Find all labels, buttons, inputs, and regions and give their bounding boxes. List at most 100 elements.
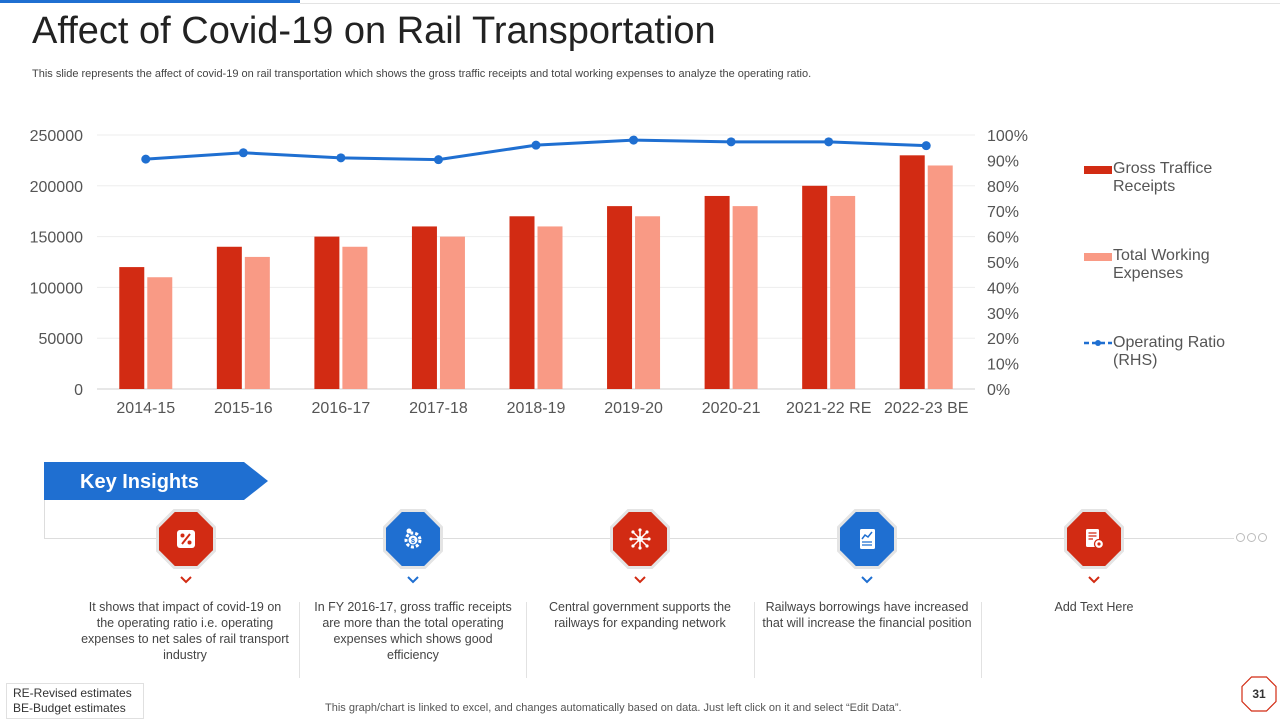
y-right-tick-label: 40% [987, 280, 1019, 297]
chevron-down-icon [1088, 576, 1100, 584]
gear-dollar-icon: $ [404, 528, 422, 549]
bar-working-expenses [537, 226, 563, 389]
insight-1-octagon [159, 512, 213, 566]
chevron-down-icon [407, 576, 419, 584]
bar-working-expenses [927, 165, 953, 389]
y-left-tick-label: 200000 [30, 179, 83, 196]
top-accent-line [0, 0, 300, 3]
insight-4-text: Railways borrowings have increased that … [762, 600, 972, 630]
insight-5-octagon [1067, 512, 1121, 566]
page-title: Affect of Covid-19 on Rail Transportatio… [32, 10, 716, 52]
timeline-dot [1258, 533, 1267, 542]
legend-label: Total Working Expenses [1113, 247, 1210, 282]
insight-2-octagon: $ [386, 512, 440, 566]
timeline-dot [1236, 533, 1245, 542]
insights-vertical-line [44, 500, 45, 538]
y-left-tick-label: 100000 [30, 280, 83, 297]
bar-gross-receipts [802, 185, 828, 389]
insight-3-text: Central government supports the railways… [548, 600, 732, 630]
insight-5-badge [1064, 509, 1124, 569]
point-operating-ratio [433, 155, 443, 165]
bar-gross-receipts [899, 155, 925, 389]
bar-gross-receipts [314, 236, 340, 389]
bar-working-expenses [830, 195, 856, 389]
network-icon [629, 528, 651, 550]
y-left-tick-label: 150000 [30, 230, 83, 247]
financial-report-icon [860, 529, 875, 549]
point-operating-ratio [141, 154, 151, 164]
insight-separator [299, 602, 300, 678]
legend-swatch-gross-receipts [1084, 166, 1112, 174]
abbreviation-notes: RE-Revised estimates BE-Budget estimates [6, 683, 144, 719]
x-tick-label: 2018-19 [507, 400, 566, 417]
insight-separator [754, 602, 755, 678]
y-right-tick-label: 50% [987, 255, 1019, 272]
note-re: RE-Revised estimates [13, 686, 132, 700]
insight-4-octagon [840, 512, 894, 566]
y-right-tick-label: 60% [987, 230, 1019, 247]
y-left-tick-label: 0 [74, 382, 83, 399]
bar-working-expenses [147, 277, 173, 389]
legend-swatch-working-expenses [1084, 253, 1112, 261]
point-operating-ratio [336, 153, 346, 163]
chevron-down-icon [180, 576, 192, 584]
document-gear-icon [1086, 529, 1105, 550]
chevron-down-icon [634, 576, 646, 584]
insight-5-text: Add Text Here [1054, 600, 1134, 614]
y-right-tick-label: 80% [987, 179, 1019, 196]
y-right-tick-label: 70% [987, 204, 1019, 221]
y-right-tick-label: 20% [987, 331, 1019, 348]
legend-label: Operating Ratio (RHS) [1113, 334, 1226, 369]
bar-working-expenses [244, 256, 270, 389]
y-right-tick-label: 100% [987, 128, 1028, 145]
footer-note: This graph/chart is linked to excel, and… [325, 702, 902, 714]
y-right-tick-label: 10% [987, 357, 1019, 374]
insight-4-badge [837, 509, 897, 569]
point-operating-ratio [921, 141, 931, 151]
insight-2-text: In FY 2016-17, gross traffic receipts ar… [314, 600, 512, 662]
x-tick-label: 2021-22 RE [786, 400, 871, 417]
percent-icon [177, 530, 195, 548]
insight-1-text: It shows that impact of covid-19 on the … [81, 600, 289, 662]
key-insights-banner [44, 462, 268, 500]
bar-working-expenses [439, 236, 465, 389]
point-operating-ratio [238, 148, 248, 158]
insight-1-badge [156, 509, 216, 569]
y-right-tick-label: 0% [987, 382, 1010, 399]
chevron-down-icon [861, 576, 873, 584]
insight-separator [981, 602, 982, 678]
x-tick-label: 2015-16 [214, 400, 273, 417]
y-left-tick-label: 250000 [30, 128, 83, 145]
point-operating-ratio [726, 137, 736, 147]
page-number: 31 [1252, 687, 1266, 701]
note-be: BE-Budget estimates [13, 701, 126, 715]
y-left-tick-label: 50000 [39, 331, 84, 348]
legend-line-swatch [1084, 340, 1112, 346]
x-tick-label: 2016-17 [312, 400, 371, 417]
page-number-badge: 31 [1241, 676, 1277, 712]
page-subtitle: This slide represents the affect of covi… [32, 68, 812, 80]
point-operating-ratio [629, 135, 639, 145]
x-tick-label: 2014-15 [116, 400, 175, 417]
bar-gross-receipts [216, 246, 242, 389]
top-divider-line [300, 3, 1280, 4]
point-operating-ratio [531, 140, 541, 150]
combo-chart[interactable]: 0 50000 100000 150000 200000 250000 0% 10% 20% 30… [0, 0, 1280, 440]
x-tick-label: 2020-21 [702, 400, 761, 417]
bar-gross-receipts [411, 226, 437, 389]
insight-separator [526, 602, 527, 678]
bar-gross-receipts [607, 206, 633, 389]
point-operating-ratio [824, 137, 834, 147]
key-insights-title: Key Insights [80, 471, 199, 493]
bar-working-expenses [732, 206, 758, 389]
x-tick-label: 2019-20 [604, 400, 663, 417]
legend-label: Gross Traffice Receipts [1113, 160, 1213, 195]
insight-3-octagon [613, 512, 667, 566]
bar-working-expenses [342, 246, 368, 389]
x-tick-label: 2022-23 BE [884, 400, 969, 417]
y-right-tick-label: 90% [987, 153, 1019, 170]
bar-working-expenses [635, 216, 661, 389]
bar-gross-receipts [119, 267, 145, 389]
bar-gross-receipts [704, 195, 730, 389]
insight-2-badge: $ [383, 509, 443, 569]
